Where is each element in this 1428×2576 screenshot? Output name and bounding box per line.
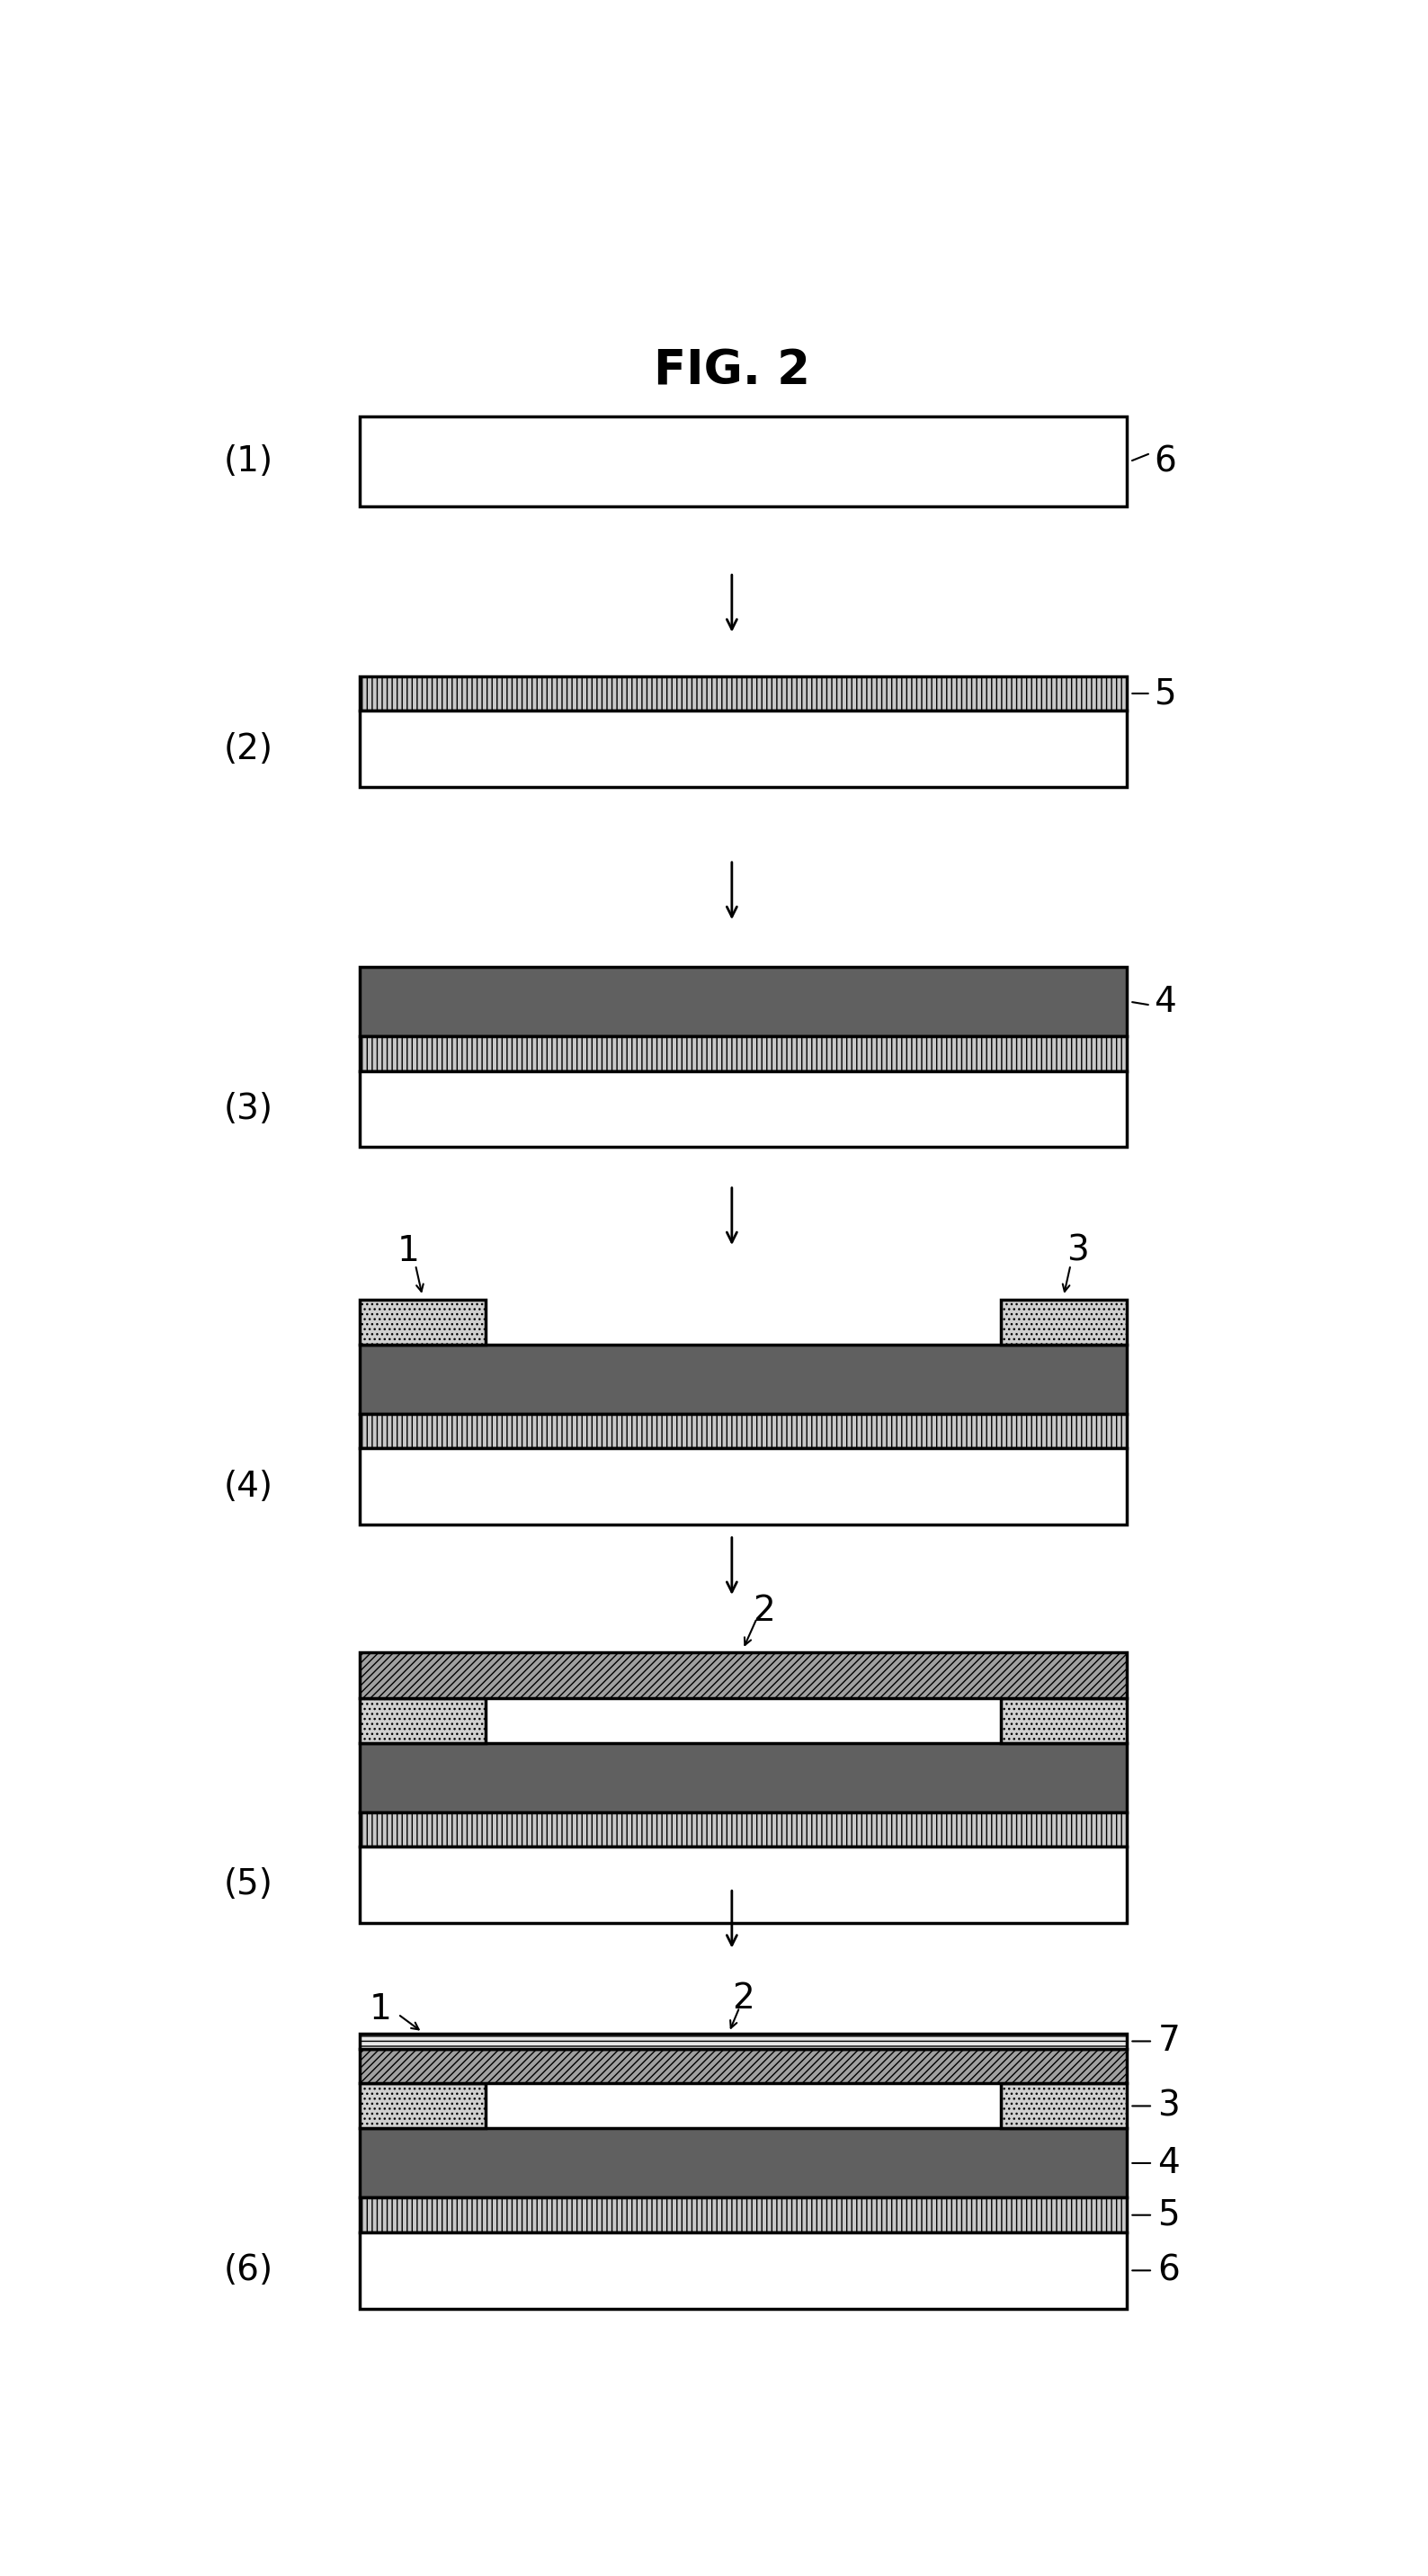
Bar: [360, 1811, 1127, 1847]
Text: (1): (1): [223, 446, 273, 479]
Bar: [360, 1345, 1127, 1414]
Bar: [360, 2197, 1127, 2233]
Bar: [360, 2233, 1127, 2308]
Text: 1: 1: [370, 1991, 391, 2027]
Text: 5: 5: [1154, 677, 1177, 711]
Bar: [360, 2048, 1127, 2084]
Text: 4: 4: [1158, 2146, 1180, 2179]
Bar: [360, 1414, 1127, 1448]
Bar: [1001, 2084, 1127, 2128]
Bar: [360, 417, 1127, 507]
Text: 7: 7: [1158, 2025, 1180, 2058]
Bar: [1001, 1698, 1127, 1744]
Bar: [360, 2128, 1127, 2197]
Text: 5: 5: [1158, 2197, 1180, 2233]
Bar: [360, 1036, 1127, 1072]
Bar: [360, 1654, 1127, 1698]
Text: (2): (2): [223, 732, 273, 765]
Bar: [360, 1698, 486, 1744]
Text: 6: 6: [1158, 2254, 1180, 2287]
Bar: [360, 1744, 1127, 1811]
Bar: [360, 966, 1127, 1036]
Text: 1: 1: [397, 1234, 420, 1267]
Text: (6): (6): [223, 2254, 273, 2287]
Text: 3: 3: [1067, 1234, 1088, 1267]
Text: 4: 4: [1154, 984, 1177, 1018]
Text: 2: 2: [753, 1595, 775, 1628]
Text: 3: 3: [1158, 2089, 1180, 2123]
Text: (4): (4): [223, 1468, 273, 1504]
Text: (3): (3): [223, 1092, 273, 1126]
Bar: [360, 1298, 486, 1345]
Text: FIG. 2: FIG. 2: [654, 348, 810, 394]
Text: (5): (5): [224, 1868, 273, 1901]
Bar: [360, 711, 1127, 788]
Bar: [360, 2032, 1127, 2048]
Bar: [1001, 1298, 1127, 1345]
Bar: [360, 675, 1127, 711]
Text: 2: 2: [733, 1981, 754, 2017]
Bar: [360, 2084, 486, 2128]
Bar: [360, 1072, 1127, 1146]
Bar: [360, 1448, 1127, 1525]
Text: 6: 6: [1154, 446, 1177, 479]
Bar: [360, 1847, 1127, 1922]
